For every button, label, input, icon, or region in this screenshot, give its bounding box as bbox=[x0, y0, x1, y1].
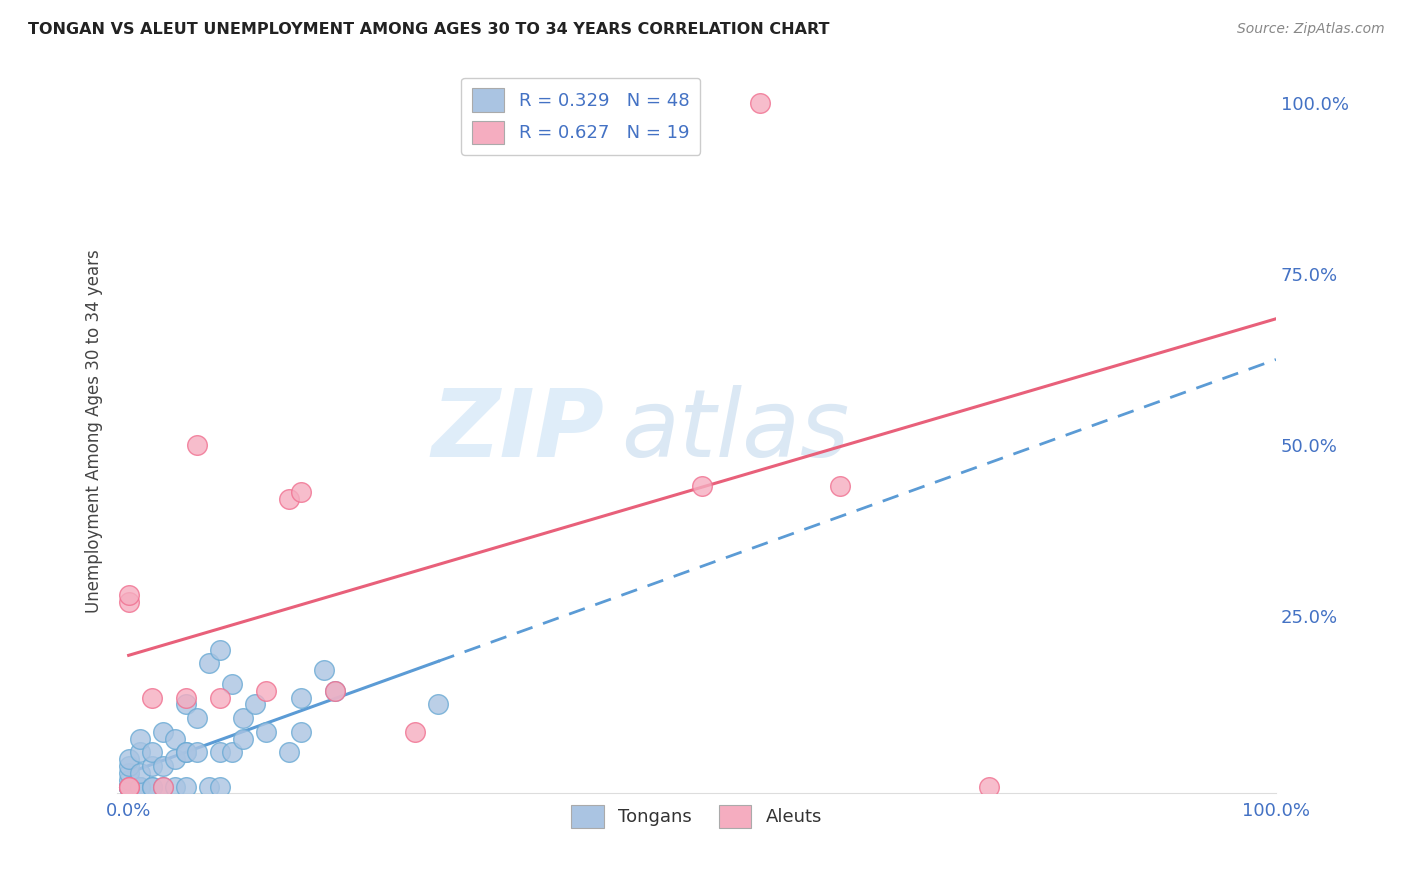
Point bbox=[118, 780, 141, 794]
Point bbox=[118, 765, 141, 780]
Point bbox=[174, 745, 197, 759]
Point bbox=[278, 745, 301, 759]
Point bbox=[163, 752, 186, 766]
Point bbox=[290, 724, 312, 739]
Point bbox=[323, 683, 346, 698]
Point bbox=[692, 478, 714, 492]
Point bbox=[209, 780, 232, 794]
Point bbox=[163, 731, 186, 746]
Point bbox=[209, 745, 232, 759]
Point bbox=[118, 780, 141, 794]
Point bbox=[278, 492, 301, 507]
Point bbox=[496, 95, 519, 110]
Point bbox=[163, 780, 186, 794]
Point bbox=[129, 745, 152, 759]
Point bbox=[118, 780, 141, 794]
Point bbox=[232, 731, 254, 746]
Point bbox=[209, 690, 232, 705]
Point bbox=[118, 752, 141, 766]
Point bbox=[118, 772, 141, 787]
Point bbox=[141, 780, 163, 794]
Point bbox=[174, 745, 197, 759]
Point bbox=[129, 780, 152, 794]
Point bbox=[141, 745, 163, 759]
Point bbox=[254, 683, 277, 698]
Y-axis label: Unemployment Among Ages 30 to 34 years: Unemployment Among Ages 30 to 34 years bbox=[86, 249, 103, 613]
Point bbox=[209, 642, 232, 657]
Point bbox=[174, 780, 197, 794]
Point bbox=[186, 745, 208, 759]
Point bbox=[118, 780, 141, 794]
Point bbox=[186, 437, 208, 451]
Point bbox=[141, 759, 163, 773]
Point bbox=[323, 683, 346, 698]
Point bbox=[198, 657, 221, 671]
Point bbox=[828, 478, 851, 492]
Point bbox=[152, 780, 174, 794]
Point bbox=[152, 724, 174, 739]
Point bbox=[118, 780, 141, 794]
Text: TONGAN VS ALEUT UNEMPLOYMENT AMONG AGES 30 TO 34 YEARS CORRELATION CHART: TONGAN VS ALEUT UNEMPLOYMENT AMONG AGES … bbox=[28, 22, 830, 37]
Point bbox=[118, 780, 141, 794]
Point bbox=[174, 698, 197, 712]
Text: ZIP: ZIP bbox=[432, 385, 603, 477]
Point bbox=[405, 724, 427, 739]
Point bbox=[118, 780, 141, 794]
Point bbox=[221, 677, 243, 691]
Point bbox=[232, 711, 254, 725]
Point bbox=[118, 588, 141, 602]
Text: atlas: atlas bbox=[621, 385, 849, 476]
Point bbox=[174, 690, 197, 705]
Point bbox=[312, 663, 335, 677]
Point bbox=[243, 698, 266, 712]
Point bbox=[129, 780, 152, 794]
Point bbox=[198, 780, 221, 794]
Point bbox=[118, 595, 141, 609]
Point bbox=[221, 745, 243, 759]
Text: Source: ZipAtlas.com: Source: ZipAtlas.com bbox=[1237, 22, 1385, 37]
Point bbox=[129, 731, 152, 746]
Legend: Tongans, Aleuts: Tongans, Aleuts bbox=[564, 797, 830, 835]
Point bbox=[290, 485, 312, 500]
Point bbox=[141, 780, 163, 794]
Point bbox=[979, 780, 1001, 794]
Point bbox=[186, 711, 208, 725]
Point bbox=[141, 690, 163, 705]
Point bbox=[427, 698, 450, 712]
Point bbox=[290, 690, 312, 705]
Point bbox=[129, 765, 152, 780]
Point bbox=[254, 724, 277, 739]
Point bbox=[118, 780, 141, 794]
Point bbox=[748, 95, 770, 110]
Point bbox=[118, 759, 141, 773]
Point bbox=[152, 780, 174, 794]
Point bbox=[152, 759, 174, 773]
